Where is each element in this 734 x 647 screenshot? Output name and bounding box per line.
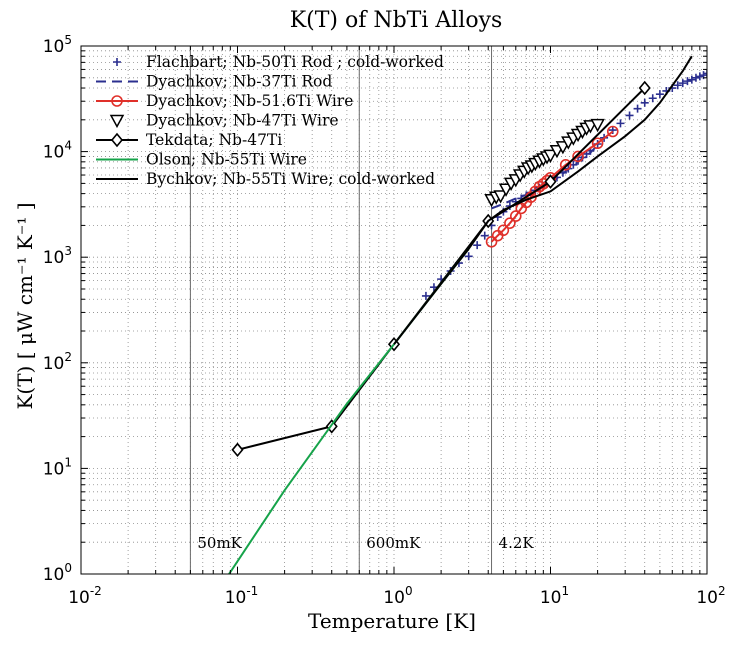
legend-label: Dyachkov; Nb-37Ti Rod <box>146 73 332 91</box>
tick-label-exponent: 0 <box>64 561 72 575</box>
data-point <box>648 94 657 103</box>
legend-item: Dyachkov; Nb-51.6Ti Wire <box>96 92 353 110</box>
data-point <box>572 150 584 163</box>
y-tick-label: 105 <box>43 33 72 57</box>
data-point <box>633 104 642 113</box>
data-point <box>110 132 124 148</box>
data-point <box>543 149 558 163</box>
data-point <box>691 73 700 82</box>
data-point <box>493 190 508 204</box>
reference-line-label: 600mK <box>366 534 421 552</box>
data-point <box>638 80 651 96</box>
tick-label-base: 10 <box>696 588 718 608</box>
legend-label: Flachbart; Nb-50Ti Rod ; cold-worked <box>146 53 444 71</box>
data-point <box>616 119 625 128</box>
tick-label-base: 10 <box>43 565 65 585</box>
x-tick-label: 102 <box>696 584 725 608</box>
y-axis-label: K(T) [ μW cm⁻¹ K⁻¹ ] <box>13 202 37 409</box>
tick-label-base: 10 <box>225 588 247 608</box>
reference-line-label: 50mK <box>197 534 242 552</box>
x-tick-label: 10-2 <box>68 584 102 608</box>
y-tick-label: 101 <box>43 455 72 479</box>
tick-label-exponent: -1 <box>246 584 258 598</box>
tick-label-exponent: 4 <box>64 139 72 153</box>
legend-item: Bychkov; Nb-55Ti Wire; cold-worked <box>96 170 435 188</box>
tick-label-base: 10 <box>43 354 65 374</box>
data-point <box>695 72 704 81</box>
data-point <box>703 69 707 78</box>
series-7 <box>393 55 693 345</box>
tick-label-exponent: 1 <box>64 455 72 469</box>
data-point <box>509 210 522 222</box>
data-point <box>544 174 557 189</box>
data-point <box>473 241 482 250</box>
data-point <box>464 252 473 261</box>
legend-item: Dyachkov; Nb-47Ti Wire <box>109 112 339 130</box>
data-point <box>591 137 604 150</box>
data-point <box>683 77 692 86</box>
data-point <box>606 125 619 138</box>
data-point <box>640 98 649 107</box>
data-point <box>480 231 489 240</box>
data-point <box>497 224 510 237</box>
x-tick-label: 100 <box>383 584 412 608</box>
tick-label-base: 10 <box>68 588 90 608</box>
y-tick-label: 100 <box>43 561 72 585</box>
x-tick-label: 101 <box>540 584 569 608</box>
tick-label-exponent: 1 <box>562 584 570 598</box>
tick-label-exponent: 5 <box>64 33 72 47</box>
data-point <box>421 291 430 300</box>
y-tick-label: 104 <box>43 139 72 163</box>
legend-item: Dyachkov; Nb-37Ti Rod <box>96 73 332 91</box>
data-point <box>113 58 121 66</box>
data-point <box>504 217 516 229</box>
series-layer <box>227 55 707 574</box>
legend-item: Tekdata; Nb-47Ti <box>96 131 282 149</box>
legend-item: Flachbart; Nb-50Ti Rod ; cold-worked <box>113 53 444 71</box>
data-point <box>231 442 244 458</box>
legend: Flachbart; Nb-50Ti Rod ; cold-worked Dyac… <box>96 53 444 188</box>
data-point <box>673 81 682 90</box>
chart-title: K(T) of NbTi Alloys <box>290 8 503 33</box>
tick-label-base: 10 <box>43 248 65 268</box>
ticks <box>80 45 708 575</box>
reference-line-label: 4.2K <box>499 534 535 552</box>
y-tick-label: 102 <box>43 350 72 374</box>
tick-label-base: 10 <box>383 588 405 608</box>
legend-label: Dyachkov; Nb-47Ti Wire <box>146 112 339 130</box>
x-tick-label: 10-1 <box>225 584 259 608</box>
tick-label-exponent: -2 <box>90 584 102 598</box>
data-point <box>655 90 664 99</box>
legend-label: Tekdata; Nb-47Ti <box>146 131 282 149</box>
x-axis-label: Temperature [K] <box>308 609 476 633</box>
legend-label: Olson; Nb-55Ti Wire <box>146 151 307 169</box>
series-line <box>393 55 693 345</box>
legend-item: Olson; Nb-55Ti Wire <box>96 151 307 169</box>
series-4 <box>484 118 605 208</box>
legend-label: Bychkov; Nb-55Ti Wire; cold-worked <box>146 170 435 188</box>
reference-lines: 50mK 600mK 4.2K <box>189 46 535 574</box>
tick-label-base: 10 <box>43 143 65 163</box>
tick-label-exponent: 2 <box>718 584 726 598</box>
data-point <box>678 79 687 88</box>
tick-label-exponent: 3 <box>64 244 72 258</box>
tick-label-base: 10 <box>540 588 562 608</box>
grid <box>81 46 707 574</box>
y-tick-label: 103 <box>43 244 72 268</box>
legend-label: Dyachkov; Nb-51.6Ti Wire <box>146 92 353 110</box>
data-point <box>111 95 123 107</box>
data-point <box>109 114 125 129</box>
tick-label-base: 10 <box>43 37 65 57</box>
tick-label-base: 10 <box>43 459 65 479</box>
data-point <box>485 235 498 248</box>
tick-label-exponent: 2 <box>64 350 72 364</box>
data-point <box>687 75 696 84</box>
data-point <box>625 111 634 120</box>
data-point <box>559 158 572 171</box>
tick-label-exponent: 0 <box>405 584 413 598</box>
data-point <box>590 118 605 133</box>
